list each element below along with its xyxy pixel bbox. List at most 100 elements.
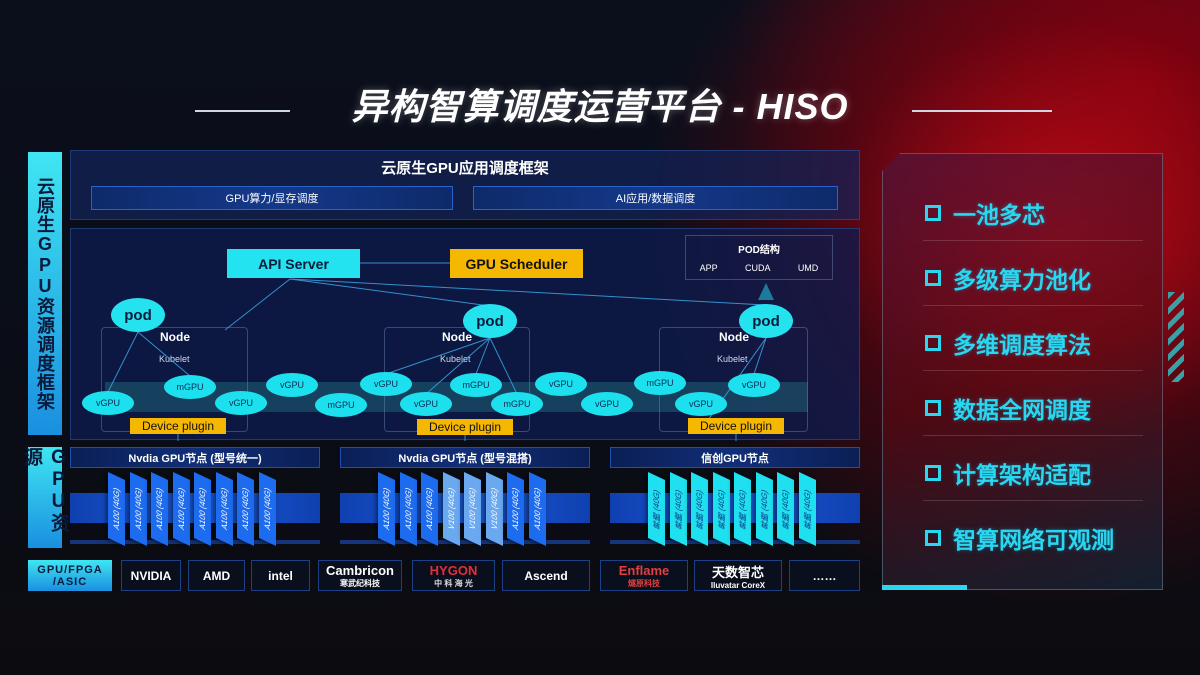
gpu-card: A100 (40G)	[151, 472, 168, 546]
vendor-logo-text: ……	[812, 568, 837, 583]
gpu-card-label: 昇腾 (40G)	[673, 487, 683, 531]
pod-node-3: pod	[739, 304, 793, 338]
vendor-logo: NVIDIA	[121, 560, 181, 591]
gpu-scheduler-box: GPU Scheduler	[450, 249, 583, 278]
gpu-card-label: 昇腾 (40G)	[716, 487, 726, 531]
gpu-card: 昇腾 (40G)	[734, 472, 751, 546]
gpu-node-floor	[340, 540, 590, 544]
gpu-card: V100 (40G)	[442, 472, 460, 546]
gpu-card-label: V100 (40G)	[468, 486, 477, 532]
gpu-card-label: 昇腾 (40G)	[695, 487, 704, 531]
gpu-card-label: 昇腾 (40G)	[781, 487, 790, 531]
vendor-label: GPU/FPGA /ASIC	[28, 560, 112, 591]
vendor-logo-text: Ascend	[524, 568, 568, 583]
gpu-card: V100 (40G)	[464, 472, 481, 546]
feature-item: 多级算力池化	[925, 261, 1091, 295]
feature-divider	[923, 370, 1143, 371]
gpu-card-label: A100 (40G)	[155, 486, 164, 532]
vendor-logo: intel	[251, 560, 310, 591]
feature-label: 计算架构适配	[953, 462, 1091, 488]
vendor-logo: Cambricon 寒武纪科技	[318, 560, 402, 591]
feature-divider	[923, 305, 1143, 306]
checkbox-icon	[925, 530, 941, 546]
vendor-logo: Ascend	[502, 560, 590, 591]
app-framework-title: 云原生GPU应用调度框架	[381, 160, 549, 177]
mgpu-unit: mGPU	[164, 375, 216, 399]
feature-divider	[923, 240, 1143, 241]
feature-label: 一池多芯	[953, 202, 1045, 228]
features-panel: 一池多芯多级算力池化 多维调度算法 数据全网调度计算架构适配 智算网络可观测	[882, 153, 1163, 590]
feature-item: 一池多芯	[925, 196, 1045, 230]
vendor-logo-text: intel	[268, 568, 293, 583]
vendor-logo: 天数智芯 Iluvatar CoreX	[694, 560, 782, 591]
gpu-card: A100 (40G)	[399, 472, 417, 546]
gpu-card: 昇腾 (40G)	[712, 472, 730, 546]
vgpu-unit: vGPU	[360, 372, 412, 396]
title-decoration-left	[195, 110, 290, 112]
pod-structure-box: POD结构 APP CUDA UMD	[685, 235, 833, 280]
gpu-node-header: Nvdia GPU节点 (型号混搭)	[340, 447, 590, 468]
kubelet-label: Kubelet	[440, 354, 471, 364]
vendor-logo-text: 燧原科技	[628, 578, 660, 588]
gpu-compute-scheduling: GPU算力/显存调度	[91, 186, 453, 210]
feature-label: 智算网络可观测	[953, 527, 1114, 553]
vendor-logo-text: Enflame	[618, 562, 670, 578]
kubelet-label: Kubelet	[159, 354, 190, 364]
gpu-card: A100 (40G)	[129, 472, 147, 546]
vgpu-unit: vGPU	[675, 392, 727, 416]
gpu-card: A100 (40G)	[194, 472, 211, 546]
vendor-logo-text: 天数智芯	[711, 564, 764, 580]
vgpu-unit: vGPU	[728, 373, 780, 397]
checkbox-icon	[925, 205, 941, 221]
gpu-card-label: V100 (40G)	[489, 486, 499, 532]
node-label: Node	[442, 330, 472, 344]
gpu-card-label: V100 (40G)	[446, 486, 456, 532]
gpu-card: A100 (40G)	[237, 472, 254, 546]
vendor-logo-text: AMD	[202, 568, 231, 583]
gpu-card: A100 (40G)	[215, 472, 233, 546]
gpu-card-label: A100 (40G)	[532, 486, 542, 532]
mgpu-unit: mGPU	[634, 371, 686, 395]
feature-divider	[923, 500, 1143, 501]
gpu-card: A100 (40G)	[172, 472, 190, 546]
vgpu-unit: vGPU	[82, 391, 134, 415]
gpu-node-floor	[610, 540, 860, 544]
gpu-card-label: A100 (40G)	[112, 486, 121, 532]
gpu-card-label: A100 (40G)	[241, 486, 250, 532]
pod-node-2: pod	[463, 304, 517, 338]
panel-stripes-decoration	[1168, 292, 1184, 382]
feature-item: 智算网络可观测	[925, 521, 1114, 555]
gpu-card-label: 昇腾 (40G)	[738, 487, 747, 531]
gpu-card: 昇腾 (40G)	[755, 472, 773, 546]
pod-structure-title: POD结构	[738, 245, 780, 256]
gpu-card-label: A100 (40G)	[219, 486, 229, 532]
panel-corner-accent	[882, 585, 967, 590]
feature-item: 数据全网调度	[925, 391, 1091, 425]
title-decoration-right	[912, 110, 1052, 112]
device-plugin: Device plugin	[130, 418, 226, 434]
node-label: Node	[160, 330, 190, 344]
gpu-card: A100 (40G)	[421, 472, 438, 546]
device-plugin: Device plugin	[688, 418, 784, 434]
gpu-card-label: A100 (40G)	[382, 486, 391, 532]
vgpu-unit: vGPU	[535, 372, 587, 396]
pod-structure-item: APP	[699, 263, 718, 273]
gpu-card-label: A100 (40G)	[403, 486, 413, 532]
checkbox-icon	[925, 400, 941, 416]
gpu-node-header: Nvdia GPU节点 (型号统一)	[70, 447, 320, 468]
vgpu-unit: vGPU	[215, 391, 267, 415]
vgpu-unit: vGPU	[581, 392, 633, 416]
gpu-node-floor	[70, 540, 320, 544]
feature-item: 计算架构适配	[925, 456, 1091, 490]
vendor-logo: AMD	[188, 560, 245, 591]
gpu-card: A100 (40G)	[108, 472, 125, 546]
gpu-card: V100 (40G)	[485, 472, 503, 546]
api-server-box: API Server	[227, 249, 360, 278]
pod-node-1: pod	[111, 298, 165, 332]
gpu-card: 昇腾 (40G)	[691, 472, 708, 546]
gpu-card: A100 (40G)	[258, 472, 276, 546]
gpu-card: 昇腾 (40G)	[777, 472, 794, 546]
vendor-logo-text: Cambricon	[326, 562, 394, 578]
feature-item: 多维调度算法	[925, 326, 1091, 360]
checkbox-icon	[925, 465, 941, 481]
